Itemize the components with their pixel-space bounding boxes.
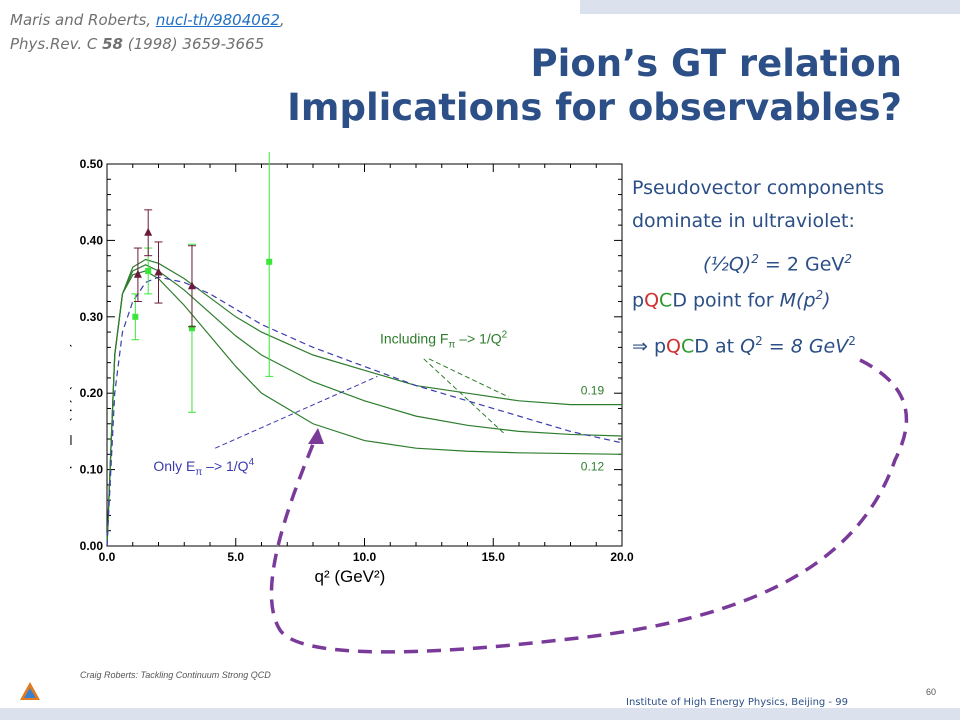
m-close: ) bbox=[823, 289, 831, 312]
q-exp: 2 bbox=[755, 334, 763, 348]
right-text-block: Pseudovector components dominate in ultr… bbox=[632, 172, 884, 238]
top-decor-bar bbox=[580, 0, 960, 14]
pqcd2-q: Q bbox=[666, 335, 681, 358]
x-tick-label: 5.0 bbox=[227, 550, 244, 564]
y-tick-label: 0.20 bbox=[80, 386, 104, 400]
green-data-point bbox=[132, 313, 139, 320]
pqcd-p: p bbox=[632, 289, 645, 312]
y-axis-label: q² F_π(q²) (GeV²) bbox=[70, 341, 72, 475]
eq-mid: = 2 GeV bbox=[758, 253, 845, 276]
pqcd2-d: D bbox=[694, 335, 709, 358]
annotation-including: Including Fπ –> 1/Q2 bbox=[380, 330, 508, 351]
bottom-decor-bar bbox=[0, 708, 960, 720]
reference-comma: , bbox=[279, 11, 285, 29]
eq-exp2: 2 bbox=[844, 252, 853, 266]
eq8: = 8 GeV bbox=[762, 335, 849, 358]
point-for: point for bbox=[686, 289, 780, 312]
reference-journal: Phys.Rev. C bbox=[10, 35, 98, 53]
eq-left: (½Q) bbox=[703, 253, 752, 276]
purple-data-point bbox=[133, 269, 142, 278]
green-data-point bbox=[188, 325, 195, 332]
footer-author: Craig Roberts: Tackling Continuum Strong… bbox=[80, 670, 271, 680]
institution-logo-icon bbox=[20, 682, 40, 700]
reference-rest: (1998) 3659-3665 bbox=[127, 35, 265, 53]
m-exp: 2 bbox=[815, 288, 824, 302]
purple-data-point bbox=[187, 281, 196, 290]
title-line-1: Pion’s GT relation bbox=[530, 42, 902, 85]
y-tick-label: 0.40 bbox=[80, 233, 104, 247]
y-tick-label: 0.50 bbox=[80, 157, 104, 171]
series-line-0 bbox=[106, 258, 622, 547]
x-tick-label: 10.0 bbox=[353, 550, 377, 564]
title-line-2: Implications for observables? bbox=[287, 86, 902, 129]
q-symbol: Q bbox=[740, 335, 756, 358]
eq-exp: 2 bbox=[751, 252, 759, 266]
x-axis-label: q² (GeV²) bbox=[315, 567, 386, 586]
slide-title: Pion’s GT relation Implications for obse… bbox=[287, 42, 902, 130]
y-tick-label: 0.30 bbox=[80, 310, 104, 324]
m-expr: M(p bbox=[779, 289, 816, 312]
series-end-label: 0.12 bbox=[581, 459, 605, 473]
reference-authors: Maris and Roberts, bbox=[10, 11, 152, 29]
eq8-exp: 2 bbox=[848, 334, 856, 348]
annotation-arrow-green-1 bbox=[428, 358, 509, 398]
pqcd-d: D bbox=[672, 289, 687, 312]
y-tick-label: 0.10 bbox=[80, 463, 104, 477]
series-line-3 bbox=[106, 276, 623, 547]
pqcd2-c: C bbox=[681, 335, 695, 358]
series-end-label: 0.19 bbox=[581, 384, 605, 398]
green-data-point bbox=[145, 267, 152, 274]
x-tick-label: 0.0 bbox=[99, 550, 116, 564]
x-tick-label: 15.0 bbox=[482, 550, 506, 564]
plot-panel: 0.0 5.0 10.0 15.0 20.0 0.00 0.10 0.20 0.30 0.40 0.… bbox=[70, 152, 647, 587]
plot-frame bbox=[106, 163, 623, 547]
green-data-point bbox=[266, 258, 273, 265]
page-number: 60 bbox=[926, 687, 937, 697]
reference-link[interactable]: nucl-th/9804062 bbox=[155, 11, 280, 29]
y-tick-label: 0.00 bbox=[80, 539, 104, 553]
x-tick-label: 20.0 bbox=[610, 550, 634, 564]
reference-citation: Maris and Roberts, nucl-th/9804062, Phys… bbox=[10, 8, 285, 56]
pqcd-implication-line: ⇒ pQCD at Q2 = 8 GeV2 bbox=[632, 334, 856, 357]
pqcd-q: Q bbox=[644, 289, 660, 312]
series-line-2 bbox=[106, 270, 623, 547]
right-text-line-2: dominate in ultraviolet: bbox=[632, 210, 855, 232]
pqcd-c: C bbox=[659, 289, 673, 312]
series-line-1 bbox=[106, 264, 623, 547]
purple-data-point bbox=[144, 227, 153, 236]
equation-scale: (½Q)2 = 2 GeV2 bbox=[703, 252, 852, 275]
form-factor-chart: 0.0 5.0 10.0 15.0 20.0 0.00 0.10 0.20 0.30 0.40 0.… bbox=[70, 152, 634, 586]
pqcd2-p: p bbox=[653, 335, 667, 358]
footer-institute: Institute of High Energy Physics, Beijin… bbox=[626, 697, 848, 708]
annotation-only: Only Eπ –> 1/Q4 bbox=[153, 457, 254, 478]
reference-volume: 58 bbox=[102, 35, 123, 53]
implies-symbol: ⇒ bbox=[632, 335, 654, 358]
annotation-arrow-green-2 bbox=[423, 358, 504, 434]
pqcd-point-line: pQCD point for M(p2) bbox=[632, 288, 831, 311]
purple-data-point bbox=[154, 267, 163, 276]
at-word: at bbox=[708, 335, 741, 358]
right-text-line-1: Pseudovector components bbox=[632, 177, 885, 199]
